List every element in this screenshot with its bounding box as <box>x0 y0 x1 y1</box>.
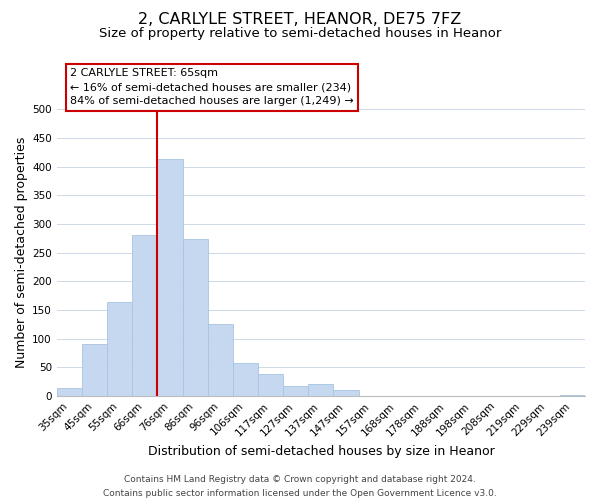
Bar <box>560 394 585 396</box>
Bar <box>157 159 182 396</box>
Bar <box>233 363 258 396</box>
Y-axis label: Number of semi-detached properties: Number of semi-detached properties <box>15 137 28 368</box>
Bar <box>82 344 107 396</box>
Bar <box>132 236 157 396</box>
Text: 2, CARLYLE STREET, HEANOR, DE75 7FZ: 2, CARLYLE STREET, HEANOR, DE75 7FZ <box>139 12 461 28</box>
Text: Contains HM Land Registry data © Crown copyright and database right 2024.
Contai: Contains HM Land Registry data © Crown c… <box>103 476 497 498</box>
Bar <box>182 240 208 396</box>
Text: Size of property relative to semi-detached houses in Heanor: Size of property relative to semi-detach… <box>99 28 501 40</box>
Bar <box>208 324 233 396</box>
Bar <box>283 386 308 396</box>
Text: 2 CARLYLE STREET: 65sqm
← 16% of semi-detached houses are smaller (234)
84% of s: 2 CARLYLE STREET: 65sqm ← 16% of semi-de… <box>70 68 354 106</box>
Bar <box>308 384 334 396</box>
X-axis label: Distribution of semi-detached houses by size in Heanor: Distribution of semi-detached houses by … <box>148 444 494 458</box>
Bar <box>57 388 82 396</box>
Bar <box>107 302 132 396</box>
Bar <box>258 374 283 396</box>
Bar <box>334 390 359 396</box>
